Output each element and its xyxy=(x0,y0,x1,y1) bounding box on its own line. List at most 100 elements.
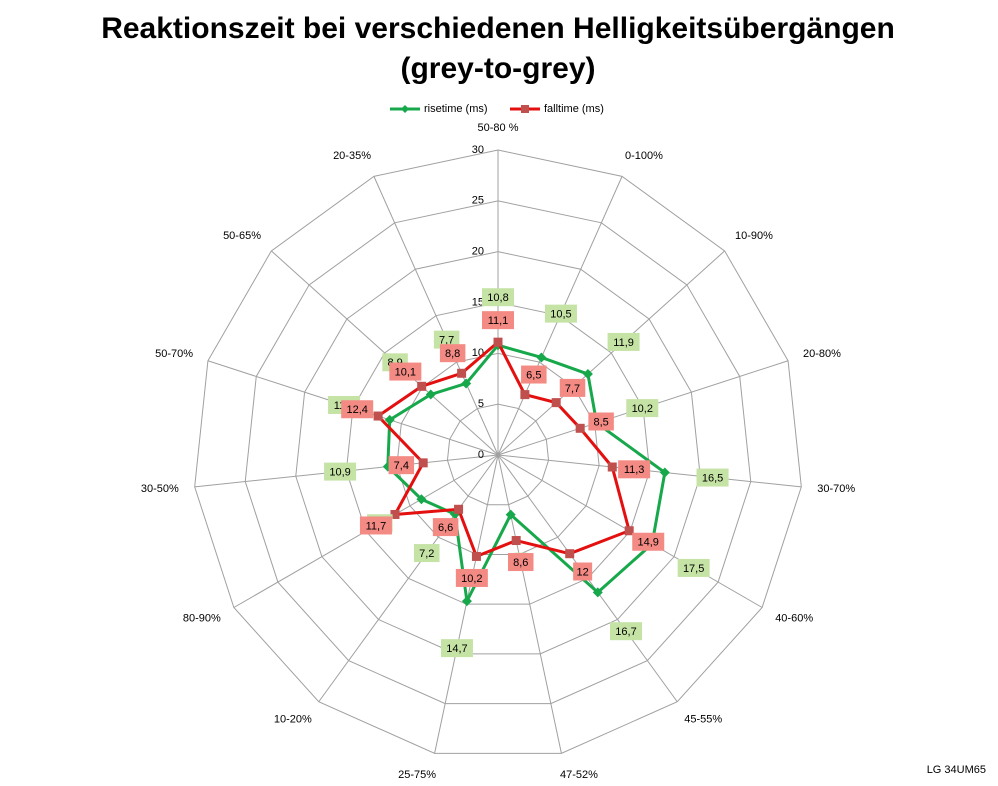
data-label: 11,7 xyxy=(359,516,392,535)
data-label-box xyxy=(432,518,459,537)
data-label: 11,3 xyxy=(618,460,651,479)
category-label: 20-35% xyxy=(333,150,371,162)
spoke xyxy=(318,454,499,703)
data-label-box xyxy=(573,562,593,581)
data-label: 7,2 xyxy=(414,544,440,563)
category-label: 10-90% xyxy=(735,230,773,242)
point xyxy=(565,549,575,559)
data-label-box xyxy=(389,362,422,381)
data-label-text: 7,4 xyxy=(394,460,409,472)
data-label: 10,8 xyxy=(482,288,514,307)
category-label: 50-80 % xyxy=(478,122,519,134)
r-tick-label: 20 xyxy=(472,246,484,258)
data-label: 10,2 xyxy=(455,568,488,587)
point xyxy=(493,337,503,347)
data-label: 8,6 xyxy=(508,553,534,572)
point xyxy=(390,509,400,519)
chart-subtitle: (grey-to-grey) xyxy=(400,52,595,85)
data-label-box xyxy=(559,378,586,397)
category-label: 10-20% xyxy=(274,713,312,725)
data-label: 11,1 xyxy=(482,311,514,330)
data-label: 16,5 xyxy=(696,468,729,487)
category-label: 20-80% xyxy=(803,348,841,360)
point xyxy=(461,596,472,607)
data-label: 12 xyxy=(573,562,593,581)
category-label: 50-70% xyxy=(155,348,193,360)
data-label-text: 12,4 xyxy=(346,404,367,416)
data-label-text: 14,9 xyxy=(638,537,659,549)
category-label: 0-100% xyxy=(625,150,663,162)
data-label-text: 17,5 xyxy=(683,563,704,575)
data-label: 6,5 xyxy=(521,365,547,384)
point xyxy=(417,381,427,391)
point xyxy=(425,389,436,400)
data-label-box xyxy=(482,311,514,330)
data-label: 7,4 xyxy=(388,456,415,475)
data-label-box xyxy=(696,468,729,487)
category-label: 50-65% xyxy=(223,230,261,242)
spoke xyxy=(497,250,725,456)
data-label-text: 12 xyxy=(577,566,589,578)
data-label-box xyxy=(677,558,710,577)
data-label-box xyxy=(588,412,614,431)
data-label-box xyxy=(607,332,640,351)
data-label-text: 10,9 xyxy=(329,467,350,479)
data-label: 10,2 xyxy=(626,399,659,418)
category-label: 25-75% xyxy=(398,769,436,781)
data-label: 7,7 xyxy=(559,378,586,397)
grid-line xyxy=(194,149,802,754)
data-label-text: 10,2 xyxy=(632,403,653,415)
data-label: 17,5 xyxy=(677,558,710,577)
data-label: 6,6 xyxy=(432,518,459,537)
legend-marker xyxy=(521,105,529,113)
data-label-text: 11,9 xyxy=(613,337,634,349)
category-label: 30-70% xyxy=(817,483,855,495)
point xyxy=(582,369,593,380)
legend-marker xyxy=(401,105,409,113)
r-tick-label: 25 xyxy=(472,195,484,207)
data-label-text: 8,5 xyxy=(593,416,608,428)
category-label: 47-52% xyxy=(560,769,598,781)
point xyxy=(575,423,585,433)
data-label-box xyxy=(324,462,357,481)
grid-line xyxy=(244,200,752,705)
r-tick-label: 30 xyxy=(472,144,484,156)
data-label: 12,4 xyxy=(341,400,374,419)
point xyxy=(592,587,603,598)
point xyxy=(454,504,464,514)
spoke xyxy=(373,176,499,456)
series-line xyxy=(375,339,631,559)
point xyxy=(511,536,521,546)
annotation: LG 34UM65 xyxy=(927,764,986,776)
r-tick-label: 15 xyxy=(472,296,484,308)
category-label: 30-50% xyxy=(141,483,179,495)
point xyxy=(659,467,670,478)
data-label-text: 7,7 xyxy=(565,383,580,395)
data-label: 10,5 xyxy=(544,304,577,323)
data-label-text: 10,2 xyxy=(461,573,482,585)
r-tick-label: 0 xyxy=(478,449,484,461)
data-label-box xyxy=(632,532,665,551)
data-label: 10,9 xyxy=(324,462,357,481)
data-label: 14,9 xyxy=(632,532,665,551)
data-label-text: 7,2 xyxy=(419,548,434,560)
data-label: 16,7 xyxy=(610,622,643,641)
point xyxy=(418,458,428,468)
data-label-box xyxy=(455,568,488,587)
data-label-box xyxy=(388,456,415,475)
r-tick-label: 5 xyxy=(478,398,484,410)
data-label-text: 10,8 xyxy=(487,292,508,304)
data-label-text: 8,8 xyxy=(445,348,460,360)
data-label-text: 10,5 xyxy=(550,309,571,321)
grid-line xyxy=(295,251,701,655)
data-label: 8,8 xyxy=(439,344,466,363)
data-label-box xyxy=(521,365,547,384)
point xyxy=(384,414,395,425)
data-label: 7,7 xyxy=(433,330,460,349)
data-label: 14,7 xyxy=(440,639,473,658)
point xyxy=(551,398,561,408)
legend-label: risetime (ms) xyxy=(424,103,488,115)
data-label-text: 6,5 xyxy=(526,369,541,381)
legend-label: falltime (ms) xyxy=(544,103,604,115)
data-label: 8,5 xyxy=(588,412,614,431)
